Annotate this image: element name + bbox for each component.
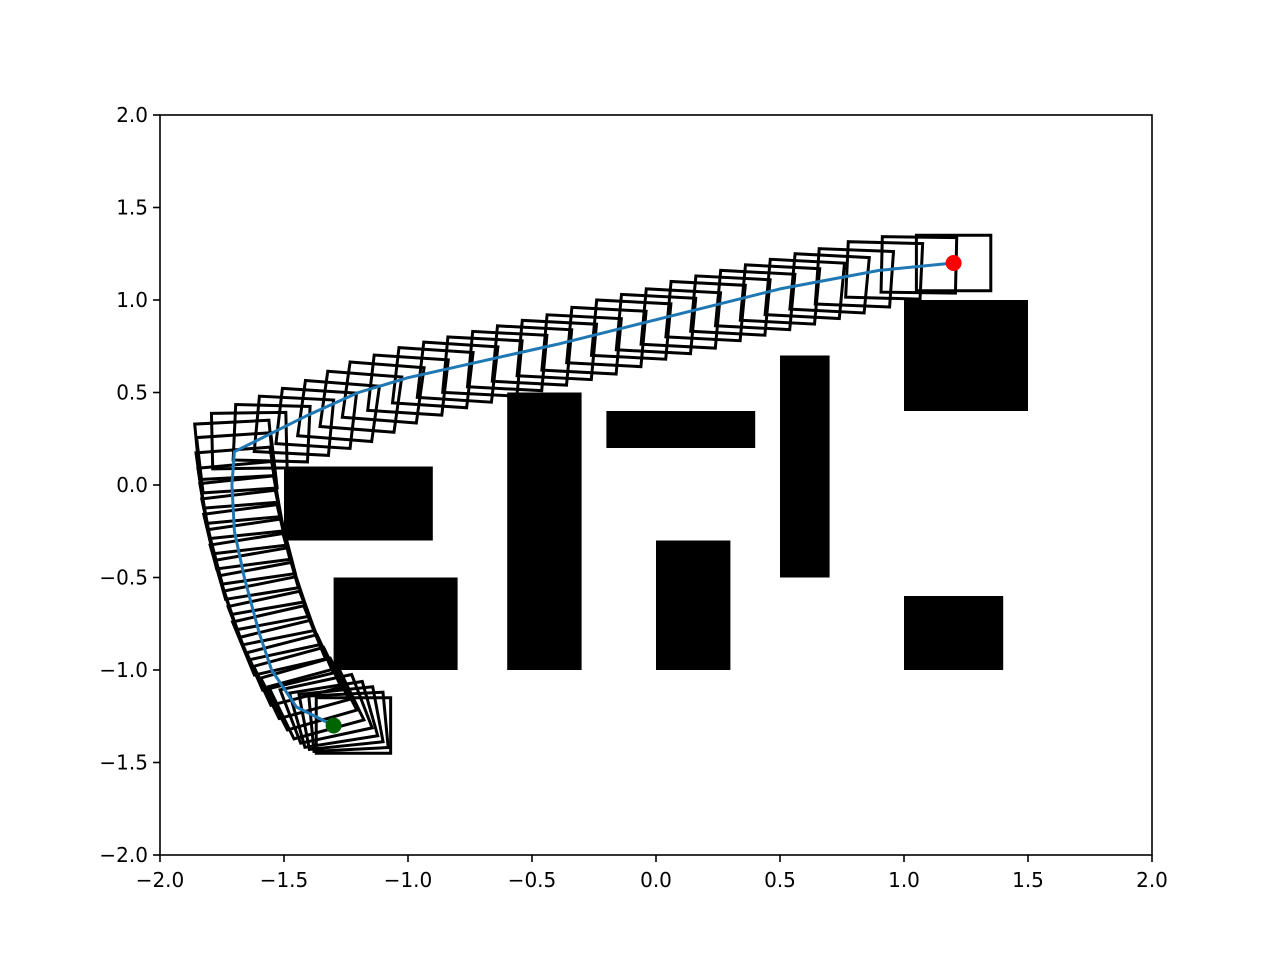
obstacle-5 — [780, 355, 830, 578]
footprint-33 — [415, 340, 500, 404]
x-tick-label-5: 0.5 — [764, 868, 796, 892]
footprint-46 — [738, 263, 822, 326]
footprint-52 — [914, 233, 993, 293]
footprint-3 — [287, 679, 380, 749]
y-tick-label-8: 2.0 — [116, 103, 148, 127]
footprint-39 — [565, 305, 648, 369]
start-marker — [325, 717, 342, 734]
footprint-38 — [540, 313, 623, 376]
footprint-49 — [813, 247, 896, 309]
y-tick-label-6: 1.0 — [116, 288, 148, 312]
path-line — [230, 261, 956, 727]
y-tick-label-3: −0.5 — [99, 566, 148, 590]
y-axis: −2.0 −1.5 −1.0 −0.5 0.0 0.5 1.0 1.5 2.0 — [99, 103, 160, 867]
robot-footprints — [193, 233, 993, 755]
obstacle-3 — [606, 411, 756, 448]
x-axis: −2.0 −1.5 −1.0 −0.5 0.0 0.5 1.0 1.5 2.0 — [136, 855, 1168, 892]
y-tick-label-5: 0.5 — [116, 381, 148, 405]
y-tick-label-2: −1.0 — [99, 658, 148, 682]
obstacle-2 — [507, 392, 582, 670]
x-tick-label-7: 1.5 — [1012, 868, 1044, 892]
y-tick-label-4: 0.0 — [116, 473, 148, 497]
goal-marker — [945, 255, 962, 271]
footprint-23 — [193, 418, 276, 482]
obstacle-0 — [284, 466, 433, 541]
x-tick-label-0: −2.0 — [136, 868, 185, 892]
footprint-34 — [441, 335, 524, 398]
footprint-32 — [390, 346, 475, 410]
footprint-42 — [639, 287, 723, 350]
obstacle-6 — [904, 300, 1028, 411]
footprint-41 — [614, 292, 698, 356]
footprint-29 — [318, 369, 404, 434]
x-tick-label-8: 2.0 — [1136, 868, 1168, 892]
footprint-50 — [844, 240, 925, 301]
footprint-4 — [278, 672, 375, 745]
trajectory-path — [230, 261, 956, 727]
footprint-40 — [589, 298, 673, 361]
x-tick-label-2: −1.0 — [384, 868, 433, 892]
footprint-51 — [879, 235, 959, 295]
x-tick-label-4: 0.0 — [640, 868, 672, 892]
footprint-26 — [252, 394, 336, 457]
footprint-47 — [763, 257, 847, 321]
endpoint-markers — [325, 255, 962, 734]
footprint-30 — [340, 360, 426, 425]
x-tick-label-1: −1.5 — [260, 868, 309, 892]
obstacle-7 — [904, 596, 1004, 670]
footprint-24 — [209, 410, 289, 471]
footprint-45 — [713, 268, 797, 332]
footprint-48 — [788, 252, 871, 315]
obstacle-1 — [333, 577, 458, 670]
obstacle-4 — [656, 540, 731, 670]
footprint-36 — [490, 324, 574, 387]
y-tick-label-0: −2.0 — [99, 843, 148, 867]
y-tick-label-1: −1.5 — [99, 751, 148, 775]
footprint-44 — [689, 274, 772, 337]
x-tick-label-3: −0.5 — [508, 868, 557, 892]
plot-area — [193, 233, 1028, 755]
y-tick-label-7: 1.5 — [116, 196, 148, 220]
footprint-25 — [231, 402, 312, 464]
footprint-37 — [515, 318, 599, 382]
x-tick-label-6: 1.0 — [888, 868, 920, 892]
footprint-43 — [664, 279, 747, 343]
footprint-31 — [366, 353, 450, 417]
footprint-35 — [465, 329, 549, 393]
obstacles — [284, 300, 1028, 670]
